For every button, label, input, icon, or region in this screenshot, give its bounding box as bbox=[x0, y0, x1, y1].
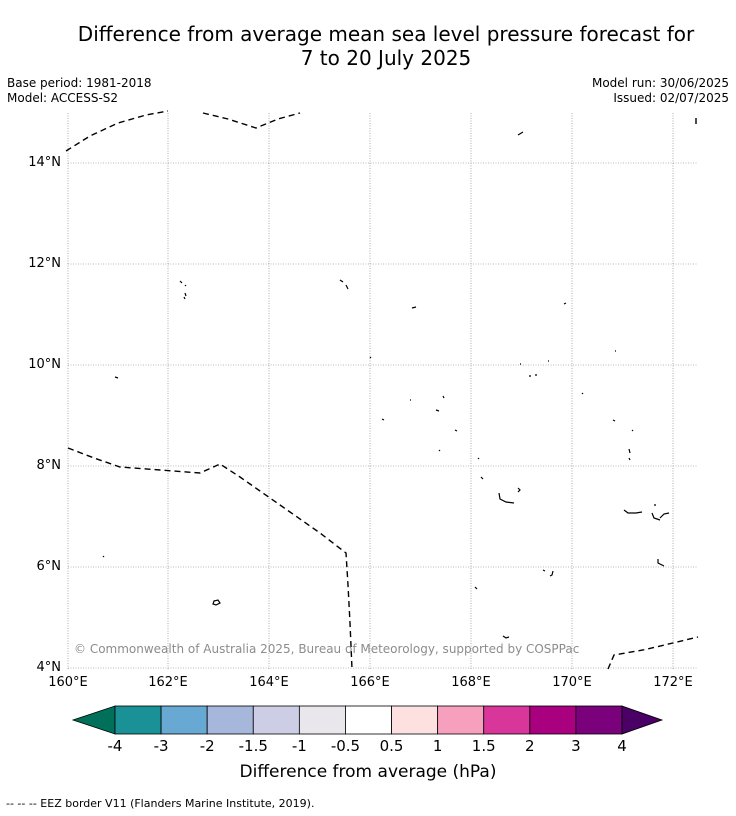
island bbox=[410, 395, 445, 412]
island bbox=[179, 280, 187, 300]
island bbox=[454, 429, 458, 432]
colorbar-tick-label: -0.5 bbox=[330, 737, 361, 755]
colorbar-swatch bbox=[298, 705, 346, 735]
island bbox=[657, 559, 665, 567]
island bbox=[623, 504, 670, 521]
colorbar bbox=[71, 705, 664, 735]
island bbox=[520, 360, 549, 377]
colorbar-label: Difference from average (hPa) bbox=[239, 762, 497, 782]
island bbox=[563, 302, 567, 305]
island bbox=[411, 306, 417, 309]
colorbar-extend-high bbox=[621, 705, 664, 735]
eez-footnote: -- -- -- EEZ border V11 (Flanders Marine… bbox=[6, 797, 315, 810]
lat-label-10n: 10°N bbox=[28, 357, 61, 372]
lon-label-164e: 164°E bbox=[249, 675, 289, 690]
lon-label-162e: 162°E bbox=[148, 675, 188, 690]
island bbox=[542, 569, 554, 577]
colorbar-swatch bbox=[206, 705, 254, 735]
colorbar-tick-label: -1 bbox=[291, 737, 307, 755]
island bbox=[102, 555, 105, 558]
eez-border-south-east bbox=[607, 636, 699, 670]
island bbox=[381, 418, 385, 421]
map-title: Difference from average mean sea level p… bbox=[0, 22, 736, 70]
base-period: Base period: 1981-2018 bbox=[7, 76, 152, 90]
colorbar-tick-label: 2 bbox=[525, 737, 535, 755]
title-line-2: 7 to 20 July 2025 bbox=[300, 46, 472, 70]
island bbox=[612, 419, 634, 461]
lon-label-170e: 170°E bbox=[552, 675, 592, 690]
colorbar-swatch bbox=[391, 705, 439, 735]
island bbox=[474, 586, 478, 590]
lat-label-8n: 8°N bbox=[36, 458, 62, 473]
eez-border-north-west bbox=[65, 110, 169, 152]
map-canvas bbox=[65, 110, 699, 670]
map-area bbox=[65, 110, 699, 670]
colorbar-tick-label: 1.5 bbox=[471, 737, 496, 755]
eez-border-north bbox=[202, 112, 301, 129]
colorbar-swatch bbox=[437, 705, 485, 735]
lat-label-4n: 4°N bbox=[36, 660, 62, 675]
colorbar-swatch bbox=[252, 705, 300, 735]
island bbox=[498, 487, 521, 504]
island bbox=[502, 635, 510, 639]
island bbox=[339, 279, 349, 290]
colorbar-tick-label: -2 bbox=[199, 737, 215, 755]
colorbar-tick-label: -4 bbox=[107, 737, 123, 755]
issued-date: Issued: 02/07/2025 bbox=[613, 91, 729, 105]
copyright-notice: © Commonwealth of Australia 2025, Bureau… bbox=[74, 642, 580, 656]
island bbox=[581, 392, 584, 395]
lat-label-14n: 14°N bbox=[28, 155, 61, 170]
colorbar-tick-label: -1.5 bbox=[238, 737, 268, 755]
island bbox=[477, 457, 484, 480]
lat-label-6n: 6°N bbox=[36, 559, 62, 574]
model-run: Model run: 30/06/2025 bbox=[591, 76, 729, 90]
model-name: Model: ACCESS-S2 bbox=[7, 91, 119, 105]
colorbar-tick-label: 4 bbox=[617, 737, 627, 755]
lon-label-160e: 160°E bbox=[48, 675, 88, 690]
colorbar-tick-label: -3 bbox=[153, 737, 169, 755]
colorbar-swatches bbox=[71, 705, 664, 735]
colorbar-swatch bbox=[114, 705, 162, 735]
island bbox=[438, 449, 441, 452]
colorbar-swatch bbox=[345, 705, 392, 735]
colorbar-tick-label: 3 bbox=[571, 737, 581, 755]
colorbar-swatch bbox=[160, 705, 208, 735]
island bbox=[212, 599, 221, 606]
island bbox=[114, 376, 119, 379]
colorbar-swatch bbox=[483, 705, 531, 735]
title-line-1: Difference from average mean sea level p… bbox=[77, 22, 695, 46]
lon-label-166e: 166°E bbox=[350, 675, 390, 690]
eez-border-south-west bbox=[67, 447, 353, 670]
meta-left: Base period: 1981-2018 Model: ACCESS-S2 bbox=[7, 76, 152, 106]
islands bbox=[102, 131, 670, 639]
eez-borders bbox=[65, 110, 699, 670]
colorbar-tick-label: 0.5 bbox=[379, 737, 404, 755]
lon-label-168e: 168°E bbox=[451, 675, 491, 690]
colorbar-swatch bbox=[529, 705, 577, 735]
graticule bbox=[67, 113, 698, 669]
island bbox=[517, 131, 524, 136]
colorbar-swatch bbox=[575, 705, 623, 735]
meta-right: Model run: 30/06/2025 Issued: 02/07/2025 bbox=[592, 76, 729, 106]
colorbar-extend-low bbox=[71, 705, 116, 735]
lat-label-12n: 12°N bbox=[28, 256, 61, 271]
colorbar-tick-label: 1 bbox=[432, 737, 443, 755]
island bbox=[369, 356, 372, 359]
lon-label-172e: 172°E bbox=[653, 675, 693, 690]
